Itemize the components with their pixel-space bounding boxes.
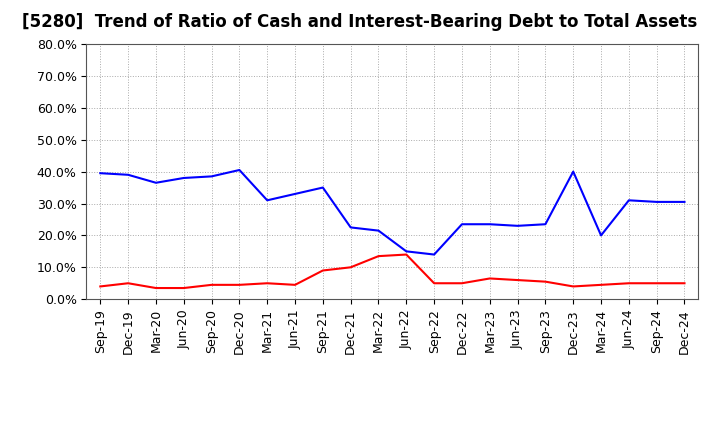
Cash: [96, 284, 104, 289]
Cash: [652, 281, 661, 286]
Interest-Bearing Debt: [569, 169, 577, 174]
Cash: [263, 281, 271, 286]
Interest-Bearing Debt: [96, 171, 104, 176]
Interest-Bearing Debt: [485, 222, 494, 227]
Interest-Bearing Debt: [152, 180, 161, 185]
Line: Interest-Bearing Debt: Interest-Bearing Debt: [100, 170, 685, 254]
Cash: [346, 265, 355, 270]
Cash: [124, 281, 132, 286]
Interest-Bearing Debt: [624, 198, 633, 203]
Cash: [152, 286, 161, 291]
Interest-Bearing Debt: [179, 175, 188, 180]
Cash: [680, 281, 689, 286]
Interest-Bearing Debt: [402, 249, 410, 254]
Interest-Bearing Debt: [318, 185, 327, 190]
Interest-Bearing Debt: [207, 174, 216, 179]
Text: [5280]  Trend of Ratio of Cash and Interest-Bearing Debt to Total Assets: [5280] Trend of Ratio of Cash and Intere…: [22, 13, 698, 31]
Cash: [569, 284, 577, 289]
Interest-Bearing Debt: [652, 199, 661, 205]
Cash: [179, 286, 188, 291]
Interest-Bearing Debt: [680, 199, 689, 205]
Cash: [291, 282, 300, 287]
Interest-Bearing Debt: [291, 191, 300, 197]
Interest-Bearing Debt: [263, 198, 271, 203]
Cash: [541, 279, 550, 284]
Cash: [513, 278, 522, 283]
Cash: [458, 281, 467, 286]
Cash: [235, 282, 243, 287]
Cash: [402, 252, 410, 257]
Cash: [624, 281, 633, 286]
Interest-Bearing Debt: [346, 225, 355, 230]
Interest-Bearing Debt: [513, 223, 522, 228]
Interest-Bearing Debt: [430, 252, 438, 257]
Interest-Bearing Debt: [597, 233, 606, 238]
Interest-Bearing Debt: [541, 222, 550, 227]
Interest-Bearing Debt: [124, 172, 132, 177]
Cash: [430, 281, 438, 286]
Legend: Cash, Interest-Bearing Debt: Cash, Interest-Bearing Debt: [235, 439, 549, 440]
Cash: [318, 268, 327, 273]
Cash: [597, 282, 606, 287]
Interest-Bearing Debt: [458, 222, 467, 227]
Interest-Bearing Debt: [235, 167, 243, 172]
Line: Cash: Cash: [100, 254, 685, 288]
Interest-Bearing Debt: [374, 228, 383, 233]
Cash: [374, 253, 383, 259]
Cash: [485, 276, 494, 281]
Cash: [207, 282, 216, 287]
